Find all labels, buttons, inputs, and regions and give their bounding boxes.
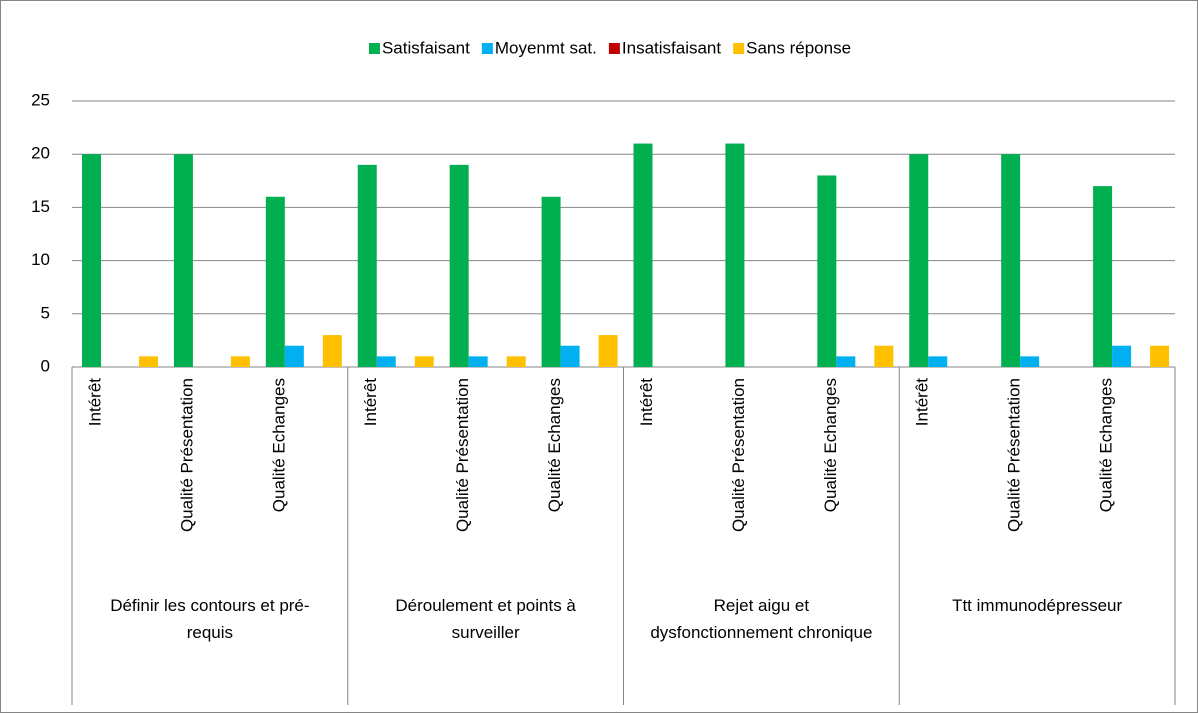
bar xyxy=(449,164,469,367)
x-tick-label: Qualité Présentation xyxy=(729,378,748,532)
bar xyxy=(230,356,250,367)
bar xyxy=(1150,345,1170,367)
bar xyxy=(817,175,837,367)
group-label: Rejet aigu et dysfonctionnement chroniqu… xyxy=(650,596,873,642)
bar xyxy=(836,356,856,367)
y-tick-label: 15 xyxy=(31,197,50,216)
bar xyxy=(468,356,488,367)
x-tick-label: Qualité Présentation xyxy=(177,378,196,532)
y-tick-label: 0 xyxy=(41,356,50,375)
group-label: Définir les contours et pré-requis xyxy=(110,596,310,642)
y-tick-label: 25 xyxy=(31,90,50,109)
legend-swatch xyxy=(733,43,745,54)
x-tick-label: Intérêt xyxy=(361,378,380,426)
y-tick-label: 20 xyxy=(31,144,50,163)
bar xyxy=(541,196,561,367)
bar xyxy=(598,335,618,367)
bar xyxy=(265,196,285,367)
bar xyxy=(1093,186,1113,367)
bar xyxy=(1001,154,1021,367)
x-tick-label: Qualité Echanges xyxy=(1097,378,1116,512)
bar xyxy=(82,154,101,367)
y-tick-label: 5 xyxy=(41,303,50,322)
bar xyxy=(909,154,929,367)
bar xyxy=(928,356,948,367)
x-tick-label: Intérêt xyxy=(913,378,932,426)
bar xyxy=(560,345,580,367)
x-tick-label: Qualité Echanges xyxy=(821,378,840,512)
legend-swatch xyxy=(368,43,380,54)
bar xyxy=(506,356,526,367)
legend-swatch xyxy=(481,43,493,54)
group-label: Ttt immunodépresseur xyxy=(952,596,1123,615)
legend-swatch xyxy=(608,43,620,54)
x-tick-label: Qualité Echanges xyxy=(545,378,564,512)
x-tick-label: Qualité Présentation xyxy=(1005,378,1024,532)
bar xyxy=(139,356,158,367)
x-tick-label: Intérêt xyxy=(85,378,104,426)
bar xyxy=(322,335,342,367)
bar xyxy=(357,164,377,367)
bar xyxy=(633,143,653,367)
bar xyxy=(1020,356,1040,367)
bar xyxy=(284,345,304,367)
x-tick-label: Intérêt xyxy=(637,378,656,426)
bar xyxy=(725,143,745,367)
y-tick-label: 10 xyxy=(31,250,50,269)
bar xyxy=(874,345,894,367)
bar xyxy=(414,356,434,367)
legend-label: Sans réponse xyxy=(746,38,851,57)
legend-label: Satisfaisant xyxy=(382,38,470,57)
bar xyxy=(1112,345,1132,367)
bar xyxy=(376,356,396,367)
x-tick-label: Qualité Présentation xyxy=(453,378,472,532)
legend-label: Insatisfaisant xyxy=(622,38,721,57)
bar xyxy=(173,154,193,367)
x-tick-label: Qualité Echanges xyxy=(269,378,288,512)
group-label: Déroulement et points à surveiller xyxy=(395,596,576,642)
legend-label: Moyenmt sat. xyxy=(495,38,597,57)
